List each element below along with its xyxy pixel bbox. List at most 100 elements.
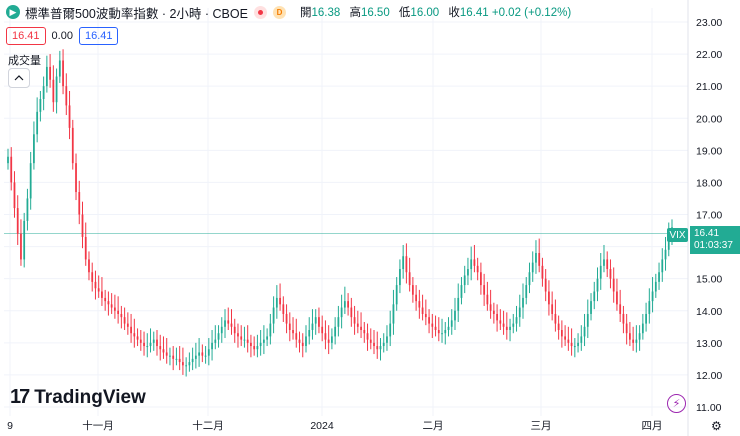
- candle-body: [214, 340, 216, 343]
- candle-body: [88, 259, 90, 272]
- candle-body: [535, 253, 537, 263]
- candle-body: [474, 259, 476, 265]
- candle-body: [276, 298, 278, 308]
- candle-body: [120, 314, 122, 317]
- market-status-icon[interactable]: [254, 6, 267, 19]
- symbol-price-tag: VIX: [667, 228, 688, 242]
- candle-body: [370, 340, 372, 343]
- candle-body: [244, 340, 246, 341]
- buy-price-button[interactable]: 16.41: [79, 27, 119, 45]
- candle-body: [438, 330, 440, 333]
- x-tick-label: 十二月: [192, 419, 224, 432]
- candle-body: [516, 317, 518, 323]
- candle-body: [305, 336, 307, 346]
- candle-body: [499, 320, 501, 323]
- candle-body: [69, 105, 71, 127]
- candle-body: [43, 86, 45, 99]
- candle-body: [137, 336, 139, 339]
- candle-body: [606, 259, 608, 269]
- candle-body: [10, 157, 12, 183]
- y-tick-label: 13.00: [696, 338, 722, 350]
- data-delay-badge[interactable]: D: [273, 6, 286, 19]
- candle-body: [383, 343, 385, 346]
- candle-body: [146, 346, 148, 347]
- candle-body: [561, 330, 563, 336]
- candle-body: [211, 343, 213, 349]
- candle-body: [626, 324, 628, 334]
- sell-price-button[interactable]: 16.41: [6, 27, 46, 45]
- candle-body: [201, 352, 203, 355]
- ohlc-values: 開16.38 高16.50 低16.00 收16.41 +0.02 (+0.12…: [300, 4, 577, 20]
- candle-body: [623, 314, 625, 324]
- candle-body: [519, 308, 521, 318]
- candle-body: [496, 314, 498, 320]
- candle-body: [39, 99, 41, 112]
- spread-value: 0.00: [52, 30, 73, 42]
- x-tick-label: 2024: [310, 420, 334, 432]
- candle-body: [114, 308, 116, 311]
- candle-body: [555, 314, 557, 324]
- candle-body: [62, 61, 64, 87]
- tradingview-logo[interactable]: 17 TradingView: [10, 386, 146, 409]
- candle-body: [263, 340, 265, 343]
- candle-body: [412, 285, 414, 295]
- candle-body: [325, 333, 327, 339]
- x-tick-label: 9: [7, 420, 13, 432]
- tv-logo-icon: 17: [10, 386, 28, 409]
- y-tick-label: 18.00: [696, 177, 722, 189]
- candle-body: [266, 336, 268, 339]
- candle-body: [341, 308, 343, 318]
- candle-body: [564, 336, 566, 339]
- candle-body: [590, 301, 592, 314]
- collapse-button[interactable]: [8, 68, 30, 88]
- candle-body: [46, 67, 48, 86]
- candle-body: [360, 327, 362, 330]
- candle-body: [17, 208, 19, 234]
- candle-body: [344, 301, 346, 307]
- symbol-title[interactable]: 標準普爾500波動率指數 · 2小時 · CBOE: [25, 3, 248, 22]
- candle-body: [467, 269, 469, 275]
- candle-body: [435, 327, 437, 330]
- candle-body: [253, 346, 255, 349]
- lightning-icon[interactable]: ⚡: [667, 394, 686, 413]
- candle-body: [231, 324, 233, 327]
- y-tick-label: 15.00: [696, 274, 722, 286]
- y-tick-label: 22.00: [696, 49, 722, 61]
- candle-body: [642, 324, 644, 334]
- candle-body: [389, 324, 391, 337]
- candle-body: [577, 343, 579, 346]
- candle-body: [56, 77, 58, 103]
- candle-body: [78, 192, 80, 214]
- candle-body: [95, 282, 97, 288]
- open-value: 16.38: [311, 7, 340, 19]
- volume-label[interactable]: 成交量: [8, 52, 41, 68]
- candle-body: [334, 327, 336, 337]
- candle-body: [661, 259, 663, 272]
- candle-body: [454, 311, 456, 321]
- candle-body: [279, 298, 281, 304]
- candle-body: [347, 301, 349, 307]
- candle-body: [665, 250, 667, 260]
- candle-body: [448, 327, 450, 330]
- candle-body: [415, 295, 417, 301]
- candle-body: [124, 317, 126, 323]
- candle-body: [227, 320, 229, 323]
- x-tick-label: 四月: [642, 420, 663, 432]
- candle-body: [509, 327, 511, 330]
- candle-body: [36, 112, 38, 134]
- candle-body: [486, 295, 488, 305]
- candle-body: [558, 324, 560, 330]
- candle-body: [117, 311, 119, 314]
- candle-body: [393, 304, 395, 323]
- candle-body: [480, 272, 482, 285]
- play-icon[interactable]: ▶: [6, 5, 20, 19]
- candle-body: [428, 317, 430, 323]
- gear-icon[interactable]: ⚙: [711, 419, 722, 433]
- candle-body: [299, 340, 301, 343]
- candle-body: [198, 352, 200, 355]
- candle-body: [156, 340, 158, 346]
- candle-body: [652, 292, 654, 302]
- candle-body: [350, 308, 352, 318]
- candle-body: [65, 86, 67, 105]
